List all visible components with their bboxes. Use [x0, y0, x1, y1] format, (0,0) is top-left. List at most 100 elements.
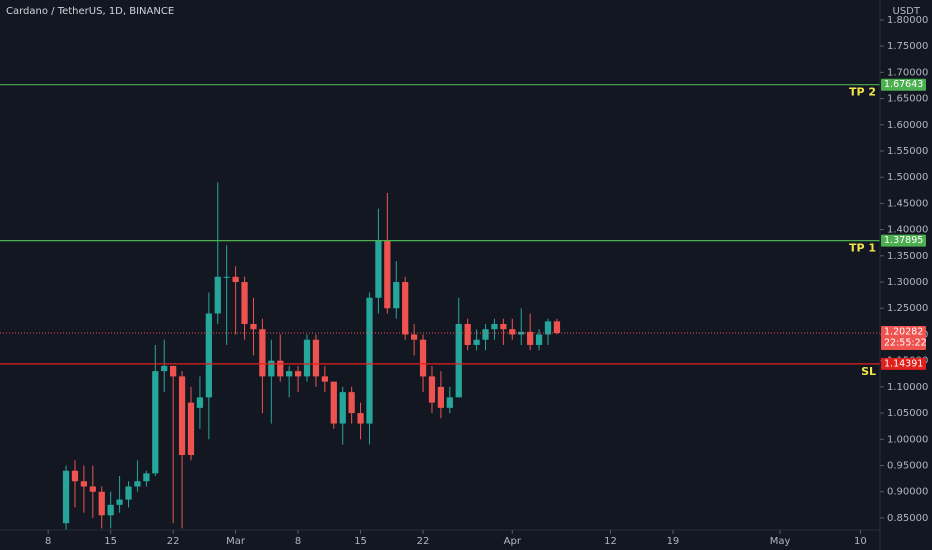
candle-body: [419, 339, 427, 377]
y-tick-label: 1.00000: [887, 434, 928, 445]
y-tick-label: 1.30000: [887, 277, 928, 288]
candle-body: [402, 282, 409, 335]
y-tick-label: 1.45000: [887, 198, 928, 209]
candle-body: [161, 365, 168, 372]
x-tick-label: 8: [295, 536, 301, 547]
x-tick-label: May: [770, 536, 791, 547]
candle-body: [143, 473, 150, 482]
candle-body: [125, 486, 132, 500]
candle-body: [509, 329, 516, 335]
candle-body: [491, 323, 498, 330]
candle-body: [134, 481, 141, 487]
candle-body: [277, 360, 284, 377]
last-price: 1.20282: [884, 326, 923, 337]
level-label: SL: [861, 365, 876, 378]
candle-body: [205, 313, 212, 398]
candle-body: [170, 365, 177, 377]
x-tick-label: 15: [104, 536, 117, 547]
candle-body: [71, 470, 79, 482]
candle-body: [178, 376, 186, 456]
candle-body: [518, 331, 525, 335]
candle-body: [250, 323, 257, 330]
level-price: 1.67643: [884, 79, 923, 90]
candle-body: [214, 276, 221, 314]
candle-body: [62, 470, 70, 524]
y-tick-label: 1.65000: [887, 94, 928, 105]
chart-title: Cardano / TetherUS, 1D, BINANCE: [6, 6, 174, 17]
candle-body: [116, 499, 123, 505]
candle-body: [321, 376, 328, 382]
y-tick-label: 1.60000: [887, 120, 928, 131]
level-price: 1.14391: [884, 358, 923, 369]
candle-body: [482, 329, 489, 340]
candle-body: [196, 397, 204, 408]
y-tick-label: 1.80000: [887, 15, 928, 26]
level-price-tag: [881, 78, 926, 91]
candle-body: [241, 282, 248, 324]
candle-body: [303, 339, 311, 377]
candle-body: [500, 323, 507, 330]
x-tick-label: 8: [45, 536, 51, 547]
x-tick-label: 22: [417, 536, 430, 547]
candle-body: [259, 329, 266, 377]
y-tick-label: 1.70000: [887, 67, 928, 78]
candle-body: [348, 392, 355, 414]
y-tick-label: 1.55000: [887, 146, 928, 157]
candle-body: [89, 486, 96, 492]
y-axis-label: USDT: [893, 6, 921, 17]
y-tick-label: 0.90000: [887, 487, 928, 498]
candle-body: [223, 276, 230, 278]
y-tick-label: 1.35000: [887, 251, 928, 262]
candle-body: [384, 240, 391, 309]
x-tick-label: 19: [667, 536, 680, 547]
candle-body: [455, 323, 462, 398]
candle-body: [375, 240, 382, 298]
x-tick-label: Mar: [226, 536, 246, 547]
candle-body: [527, 331, 534, 345]
candle-body: [268, 360, 275, 377]
y-tick-label: 1.40000: [887, 225, 928, 236]
candle-body: [312, 339, 320, 377]
candle-body: [152, 371, 159, 474]
x-tick-label: 15: [354, 536, 367, 547]
y-tick-label: 1.25000: [887, 303, 928, 314]
level-price-tag: [881, 357, 926, 370]
candle-body: [553, 321, 561, 333]
candle-body: [464, 323, 471, 345]
candle-body: [98, 491, 105, 516]
candle-body: [187, 402, 195, 456]
candle-body: [294, 371, 302, 377]
candle-body: [535, 334, 543, 345]
plot-area: [0, 84, 880, 530]
candle-body: [107, 504, 114, 516]
y-tick-label: 0.85000: [887, 513, 928, 524]
y-tick-label: 1.75000: [887, 41, 928, 52]
candle-body: [437, 386, 445, 408]
candle-body: [286, 371, 293, 377]
candle-body: [446, 397, 453, 408]
level-price: 1.37895: [884, 235, 923, 246]
candle-body: [473, 339, 480, 345]
level-label: TP 1: [849, 242, 876, 255]
candle-body: [330, 381, 337, 424]
candle-body: [410, 334, 418, 340]
candle-body: [232, 276, 239, 283]
y-tick-label: 1.50000: [887, 172, 928, 183]
last-price-tag: [881, 325, 926, 350]
candle-body: [544, 321, 552, 335]
y-tick-label: 1.05000: [887, 408, 928, 419]
x-tick-label: Apr: [504, 536, 522, 547]
x-tick-label: 22: [167, 536, 180, 547]
candle-body: [428, 376, 436, 403]
y-tick-label: 0.95000: [887, 461, 928, 472]
x-tick-label: 10: [854, 536, 867, 547]
countdown: 22:55:22: [884, 337, 927, 348]
candle-body: [357, 413, 364, 424]
level-label: TP 2: [849, 86, 876, 99]
level-price-tag: [881, 234, 926, 247]
candle-body: [339, 392, 346, 424]
candle-body: [366, 297, 373, 424]
